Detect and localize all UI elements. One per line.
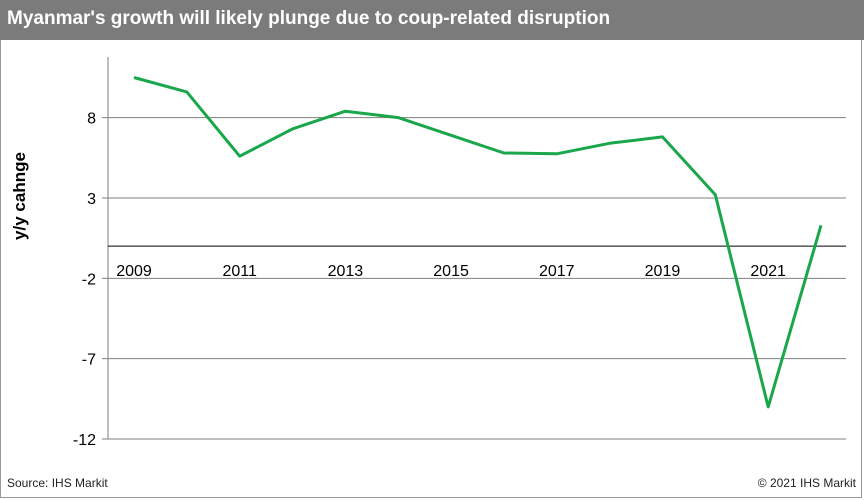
y-axis-label: y/y cahnge: [10, 152, 29, 240]
chart-frame: [0, 40, 862, 498]
series-layer: [133, 76, 823, 409]
y-tick-label: -7: [82, 352, 96, 369]
title-bar: Myanmar's growth will likely plunge due …: [0, 0, 864, 40]
y-tick-label: 8: [87, 111, 96, 128]
x-tick-label: 2017: [539, 263, 575, 280]
x-tick-label: 2019: [645, 263, 681, 280]
chart-title: Myanmar's growth will likely plunge due …: [7, 8, 611, 29]
axes: [102, 57, 846, 440]
gridlines: [108, 117, 846, 440]
x-tick-label: 2021: [750, 263, 786, 280]
x-tick-label: 2013: [328, 263, 364, 280]
source-note: Source: IHS Markit: [7, 476, 108, 490]
x-tick-label: 2009: [116, 263, 152, 280]
x-tick-label: 2015: [433, 263, 469, 280]
x-tick-label: 2011: [222, 263, 257, 280]
tick-labels: 8 3 -2 -7 -12 2009 2011 2013 2015 2017 2019 2021: [73, 111, 786, 449]
series-line: [133, 76, 823, 409]
y-tick-label: 3: [87, 191, 96, 208]
copyright-note: © 2021 IHS Markit: [757, 476, 856, 490]
y-tick-label: -2: [82, 271, 96, 288]
y-tick-label: -12: [73, 432, 96, 449]
